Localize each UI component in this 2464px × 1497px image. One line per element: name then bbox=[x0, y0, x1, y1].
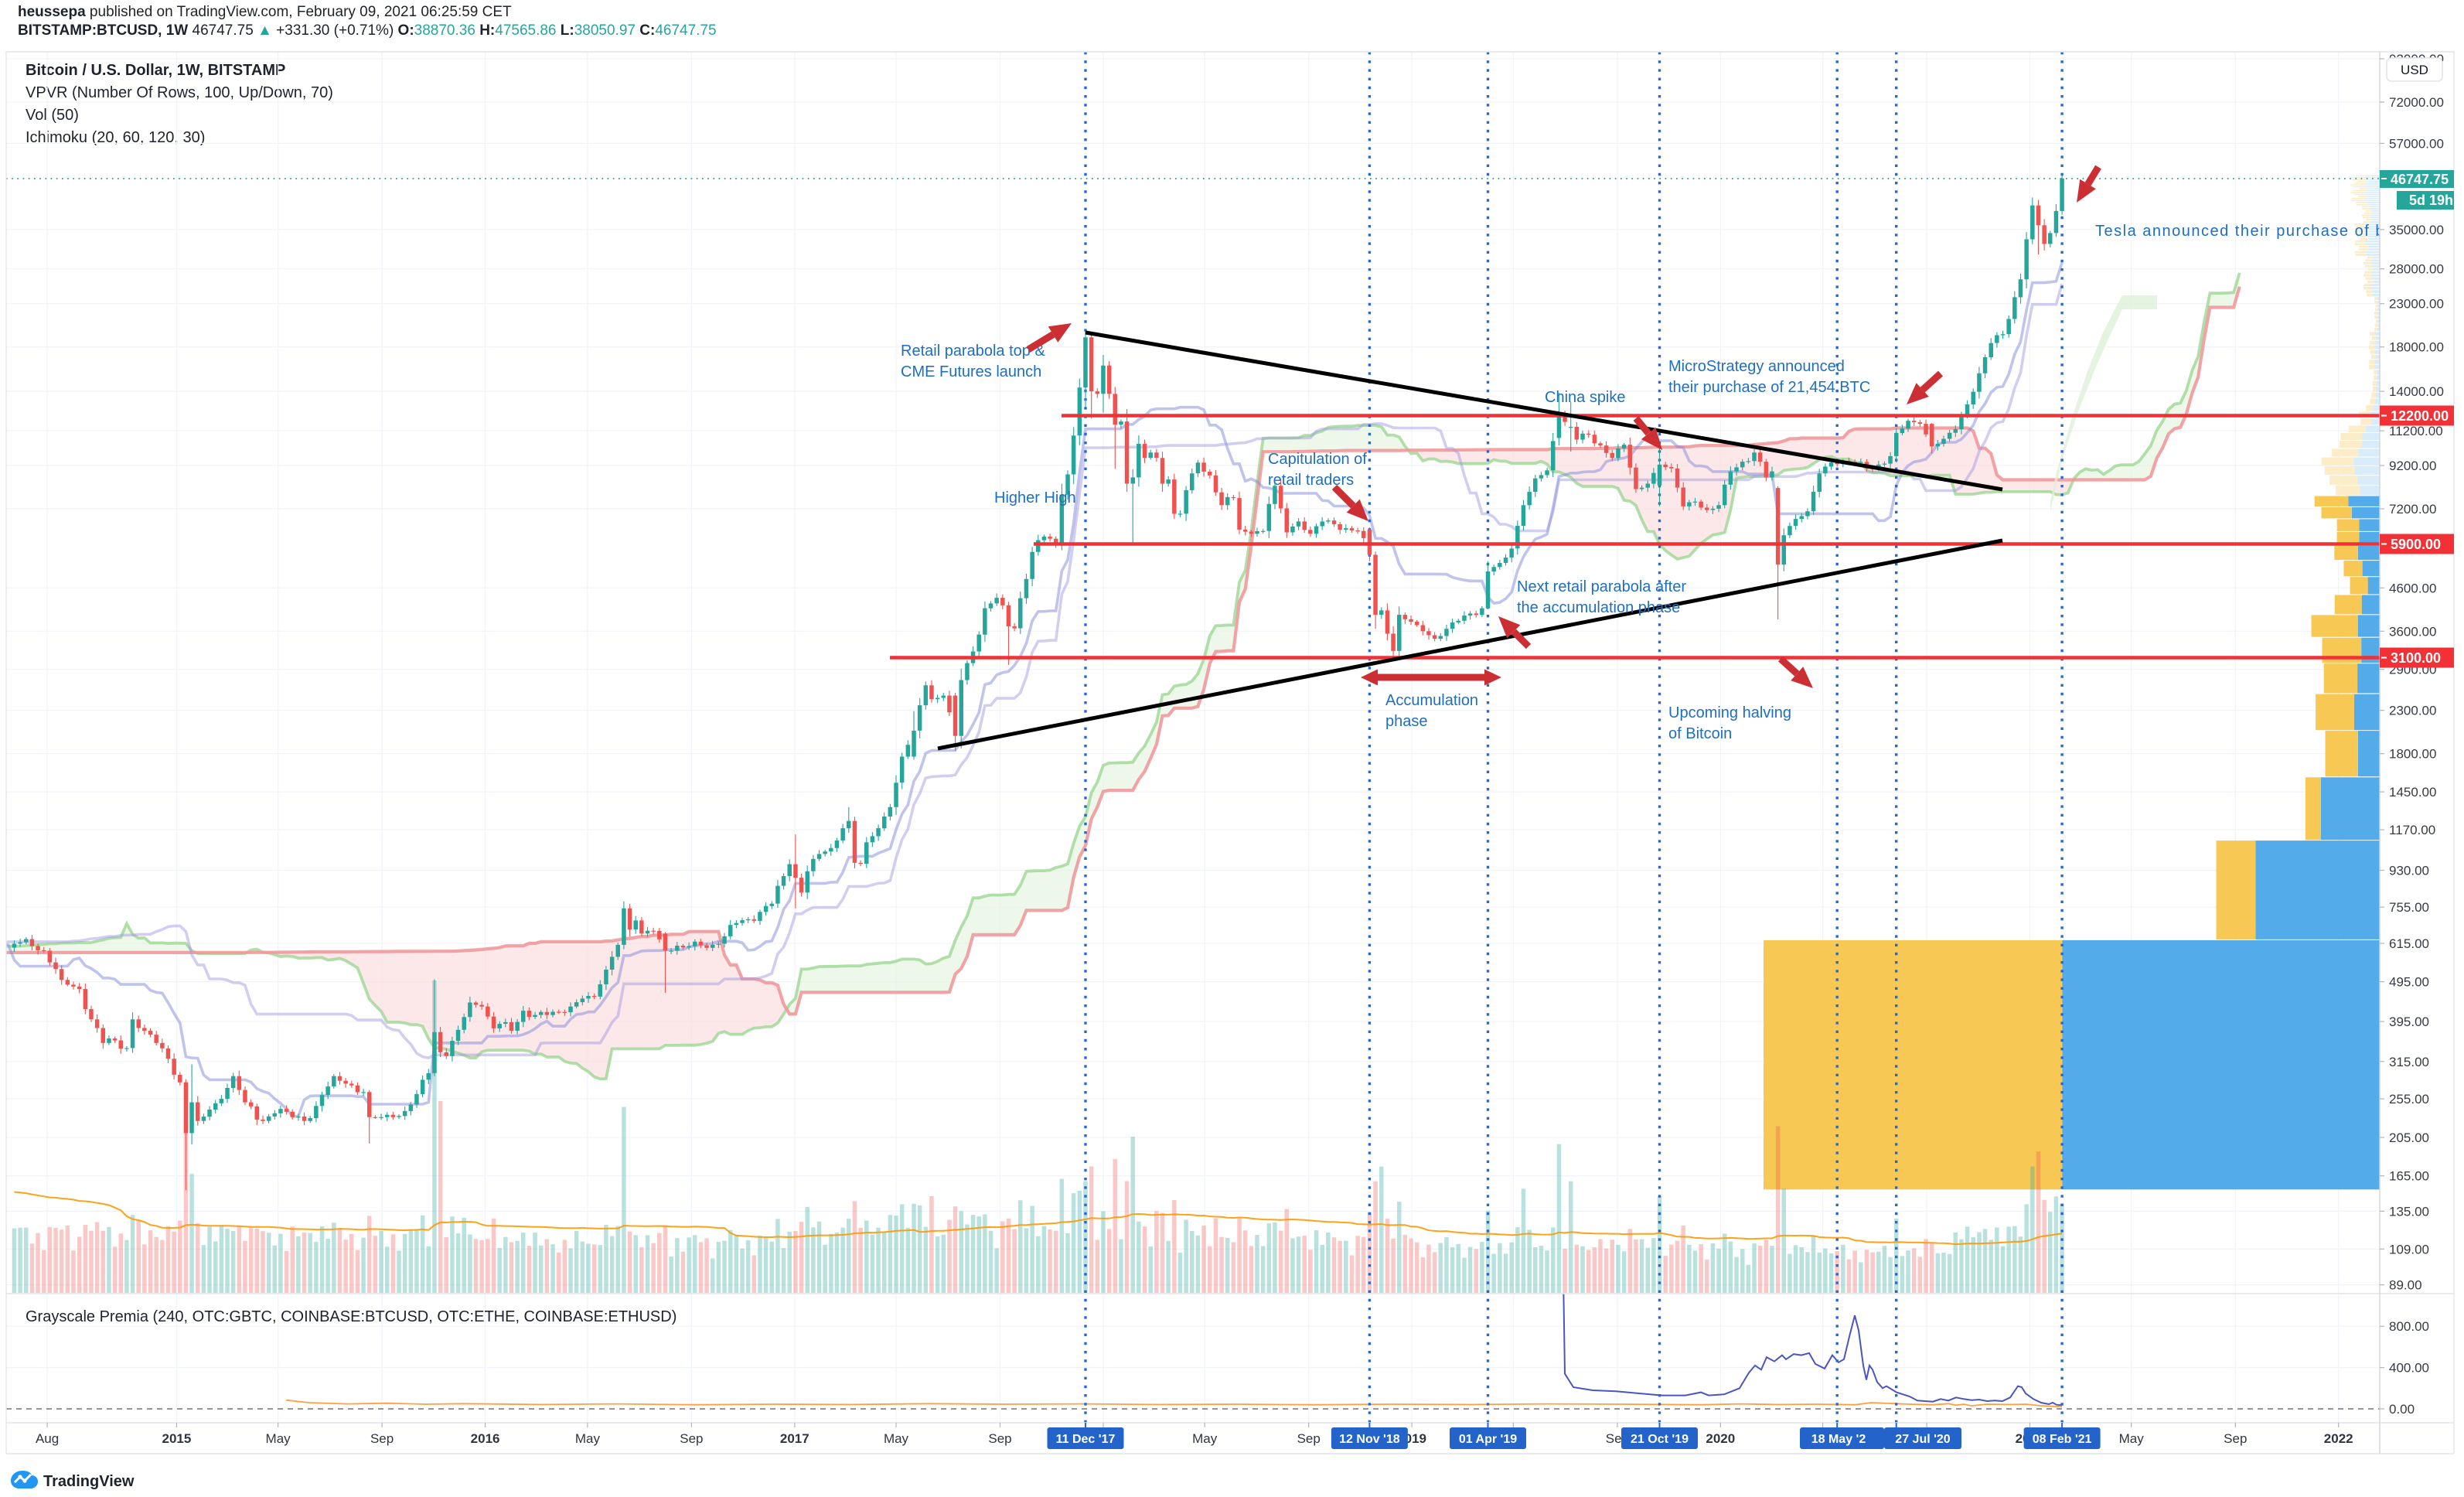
svg-text:400.00: 400.00 bbox=[2389, 1361, 2429, 1376]
svg-text:800.00: 800.00 bbox=[2389, 1319, 2429, 1334]
svg-text:135.00: 135.00 bbox=[2389, 1204, 2429, 1219]
svg-text:USD: USD bbox=[2401, 63, 2428, 77]
svg-text:35000.00: 35000.00 bbox=[2389, 223, 2444, 237]
svg-text:VPVR (Number Of Rows, 100, Up/: VPVR (Number Of Rows, 100, Up/Down, 70) bbox=[26, 84, 333, 101]
svg-text:retail traders: retail traders bbox=[1268, 472, 1354, 489]
svg-text:205.00: 205.00 bbox=[2389, 1130, 2429, 1145]
svg-text:315.00: 315.00 bbox=[2389, 1055, 2429, 1069]
svg-text:3100.00: 3100.00 bbox=[2391, 650, 2441, 666]
svg-text:Sep: Sep bbox=[370, 1431, 394, 1446]
svg-text:their purchase of 21,454 BTC: their purchase of 21,454 BTC bbox=[1668, 379, 1870, 396]
svg-text:Tesla announced their purchase: Tesla announced their purchase of bitcoi… bbox=[2095, 223, 2428, 240]
svg-text:Capitulation of: Capitulation of bbox=[1268, 451, 1367, 468]
svg-text:CME Futures launch: CME Futures launch bbox=[901, 363, 1041, 380]
svg-text:23000.00: 23000.00 bbox=[2389, 297, 2444, 312]
svg-text:9200.00: 9200.00 bbox=[2389, 459, 2436, 473]
svg-text:615.00: 615.00 bbox=[2389, 936, 2429, 951]
svg-text:72000.00: 72000.00 bbox=[2389, 95, 2444, 110]
svg-text:5900.00: 5900.00 bbox=[2391, 537, 2441, 552]
svg-text:2022: 2022 bbox=[2324, 1431, 2353, 1446]
svg-text:1800.00: 1800.00 bbox=[2389, 747, 2436, 762]
svg-text:255.00: 255.00 bbox=[2389, 1092, 2429, 1107]
svg-text:2016: 2016 bbox=[471, 1431, 500, 1446]
svg-text:5d 19h: 5d 19h bbox=[2409, 193, 2453, 208]
svg-text:0.00: 0.00 bbox=[2389, 1402, 2415, 1417]
svg-text:the accumulation phase: the accumulation phase bbox=[1517, 599, 1680, 616]
svg-text:2017: 2017 bbox=[780, 1431, 809, 1446]
svg-text:930.00: 930.00 bbox=[2389, 864, 2429, 878]
svg-text:May: May bbox=[2119, 1431, 2145, 1446]
svg-text:4600.00: 4600.00 bbox=[2389, 581, 2436, 595]
svg-text:heussepa published on TradingV: heussepa published on TradingView.com, F… bbox=[18, 4, 512, 20]
svg-text:Next retail parabola after: Next retail parabola after bbox=[1517, 578, 1686, 595]
svg-text:755.00: 755.00 bbox=[2389, 900, 2429, 915]
svg-text:phase: phase bbox=[1385, 713, 1428, 730]
svg-text:of Bitcoin: of Bitcoin bbox=[1668, 725, 1732, 742]
svg-text:3600.00: 3600.00 bbox=[2389, 624, 2436, 639]
svg-text:Sep: Sep bbox=[988, 1431, 1011, 1446]
svg-text:MicroStrategy announced: MicroStrategy announced bbox=[1668, 358, 1845, 375]
svg-text:Retail parabola top &: Retail parabola top & bbox=[901, 343, 1045, 360]
svg-text:Accumulation: Accumulation bbox=[1385, 692, 1478, 709]
svg-text:Higher High: Higher High bbox=[994, 489, 1076, 506]
svg-text:1450.00: 1450.00 bbox=[2389, 785, 2436, 800]
svg-text:21 Oct '19: 21 Oct '19 bbox=[1631, 1433, 1689, 1446]
svg-text:BITSTAMP:BTCUSD, 1W 46747.75: BITSTAMP:BTCUSD, 1W 46747.75 ▲ +331.30 (… bbox=[18, 22, 717, 39]
svg-text:2300.00: 2300.00 bbox=[2389, 704, 2436, 718]
svg-text:Sep: Sep bbox=[680, 1431, 703, 1446]
svg-text:China spike: China spike bbox=[1545, 389, 1626, 406]
svg-text:27 Jul '20: 27 Jul '20 bbox=[1895, 1433, 1951, 1446]
svg-text:89.00: 89.00 bbox=[2389, 1278, 2422, 1293]
svg-text:Grayscale Premia (240, OTC:GBT: Grayscale Premia (240, OTC:GBTC, COINBAS… bbox=[26, 1308, 676, 1325]
svg-text:18 May '2: 18 May '2 bbox=[1811, 1433, 1866, 1446]
svg-text:57000.00: 57000.00 bbox=[2389, 136, 2444, 151]
svg-text:May: May bbox=[575, 1431, 601, 1446]
svg-text:18000.00: 18000.00 bbox=[2389, 340, 2444, 355]
svg-text:May: May bbox=[1192, 1431, 1218, 1446]
svg-text:11 Dec '17: 11 Dec '17 bbox=[1056, 1433, 1116, 1446]
svg-text:46747.75: 46747.75 bbox=[2391, 172, 2449, 187]
svg-text:Bitcoin / U.S. Dollar, 1W, BIT: Bitcoin / U.S. Dollar, 1W, BITSTAMP bbox=[26, 62, 285, 79]
svg-text:May: May bbox=[884, 1431, 909, 1446]
svg-text:14000.00: 14000.00 bbox=[2389, 384, 2444, 399]
svg-text:Sep: Sep bbox=[2224, 1431, 2247, 1446]
svg-text:Ichimoku (20, 60, 120, 30): Ichimoku (20, 60, 120, 30) bbox=[26, 129, 205, 146]
svg-text:Vol (50): Vol (50) bbox=[26, 107, 79, 124]
svg-text:28000.00: 28000.00 bbox=[2389, 262, 2444, 277]
svg-text:395.00: 395.00 bbox=[2389, 1014, 2429, 1029]
svg-text:12 Nov '18: 12 Nov '18 bbox=[1339, 1433, 1400, 1446]
svg-text:2020: 2020 bbox=[1706, 1431, 1735, 1446]
svg-text:11200.00: 11200.00 bbox=[2389, 424, 2443, 438]
svg-text:2015: 2015 bbox=[162, 1431, 191, 1446]
svg-text:Aug: Aug bbox=[36, 1431, 59, 1446]
svg-text:495.00: 495.00 bbox=[2389, 975, 2429, 990]
svg-text:Sep: Sep bbox=[1297, 1431, 1321, 1446]
svg-text:01 Apr '19: 01 Apr '19 bbox=[1459, 1433, 1517, 1446]
svg-text:1170.00: 1170.00 bbox=[2389, 823, 2435, 837]
svg-text:165.00: 165.00 bbox=[2389, 1169, 2429, 1184]
svg-text:Upcoming halving: Upcoming halving bbox=[1668, 704, 1791, 721]
svg-text:May: May bbox=[266, 1431, 291, 1446]
svg-text:TradingView: TradingView bbox=[43, 1473, 135, 1490]
svg-text:12200.00: 12200.00 bbox=[2391, 408, 2449, 424]
svg-text:08 Feb '21: 08 Feb '21 bbox=[2033, 1433, 2092, 1446]
svg-text:7200.00: 7200.00 bbox=[2389, 502, 2436, 517]
svg-text:109.00: 109.00 bbox=[2389, 1242, 2429, 1257]
